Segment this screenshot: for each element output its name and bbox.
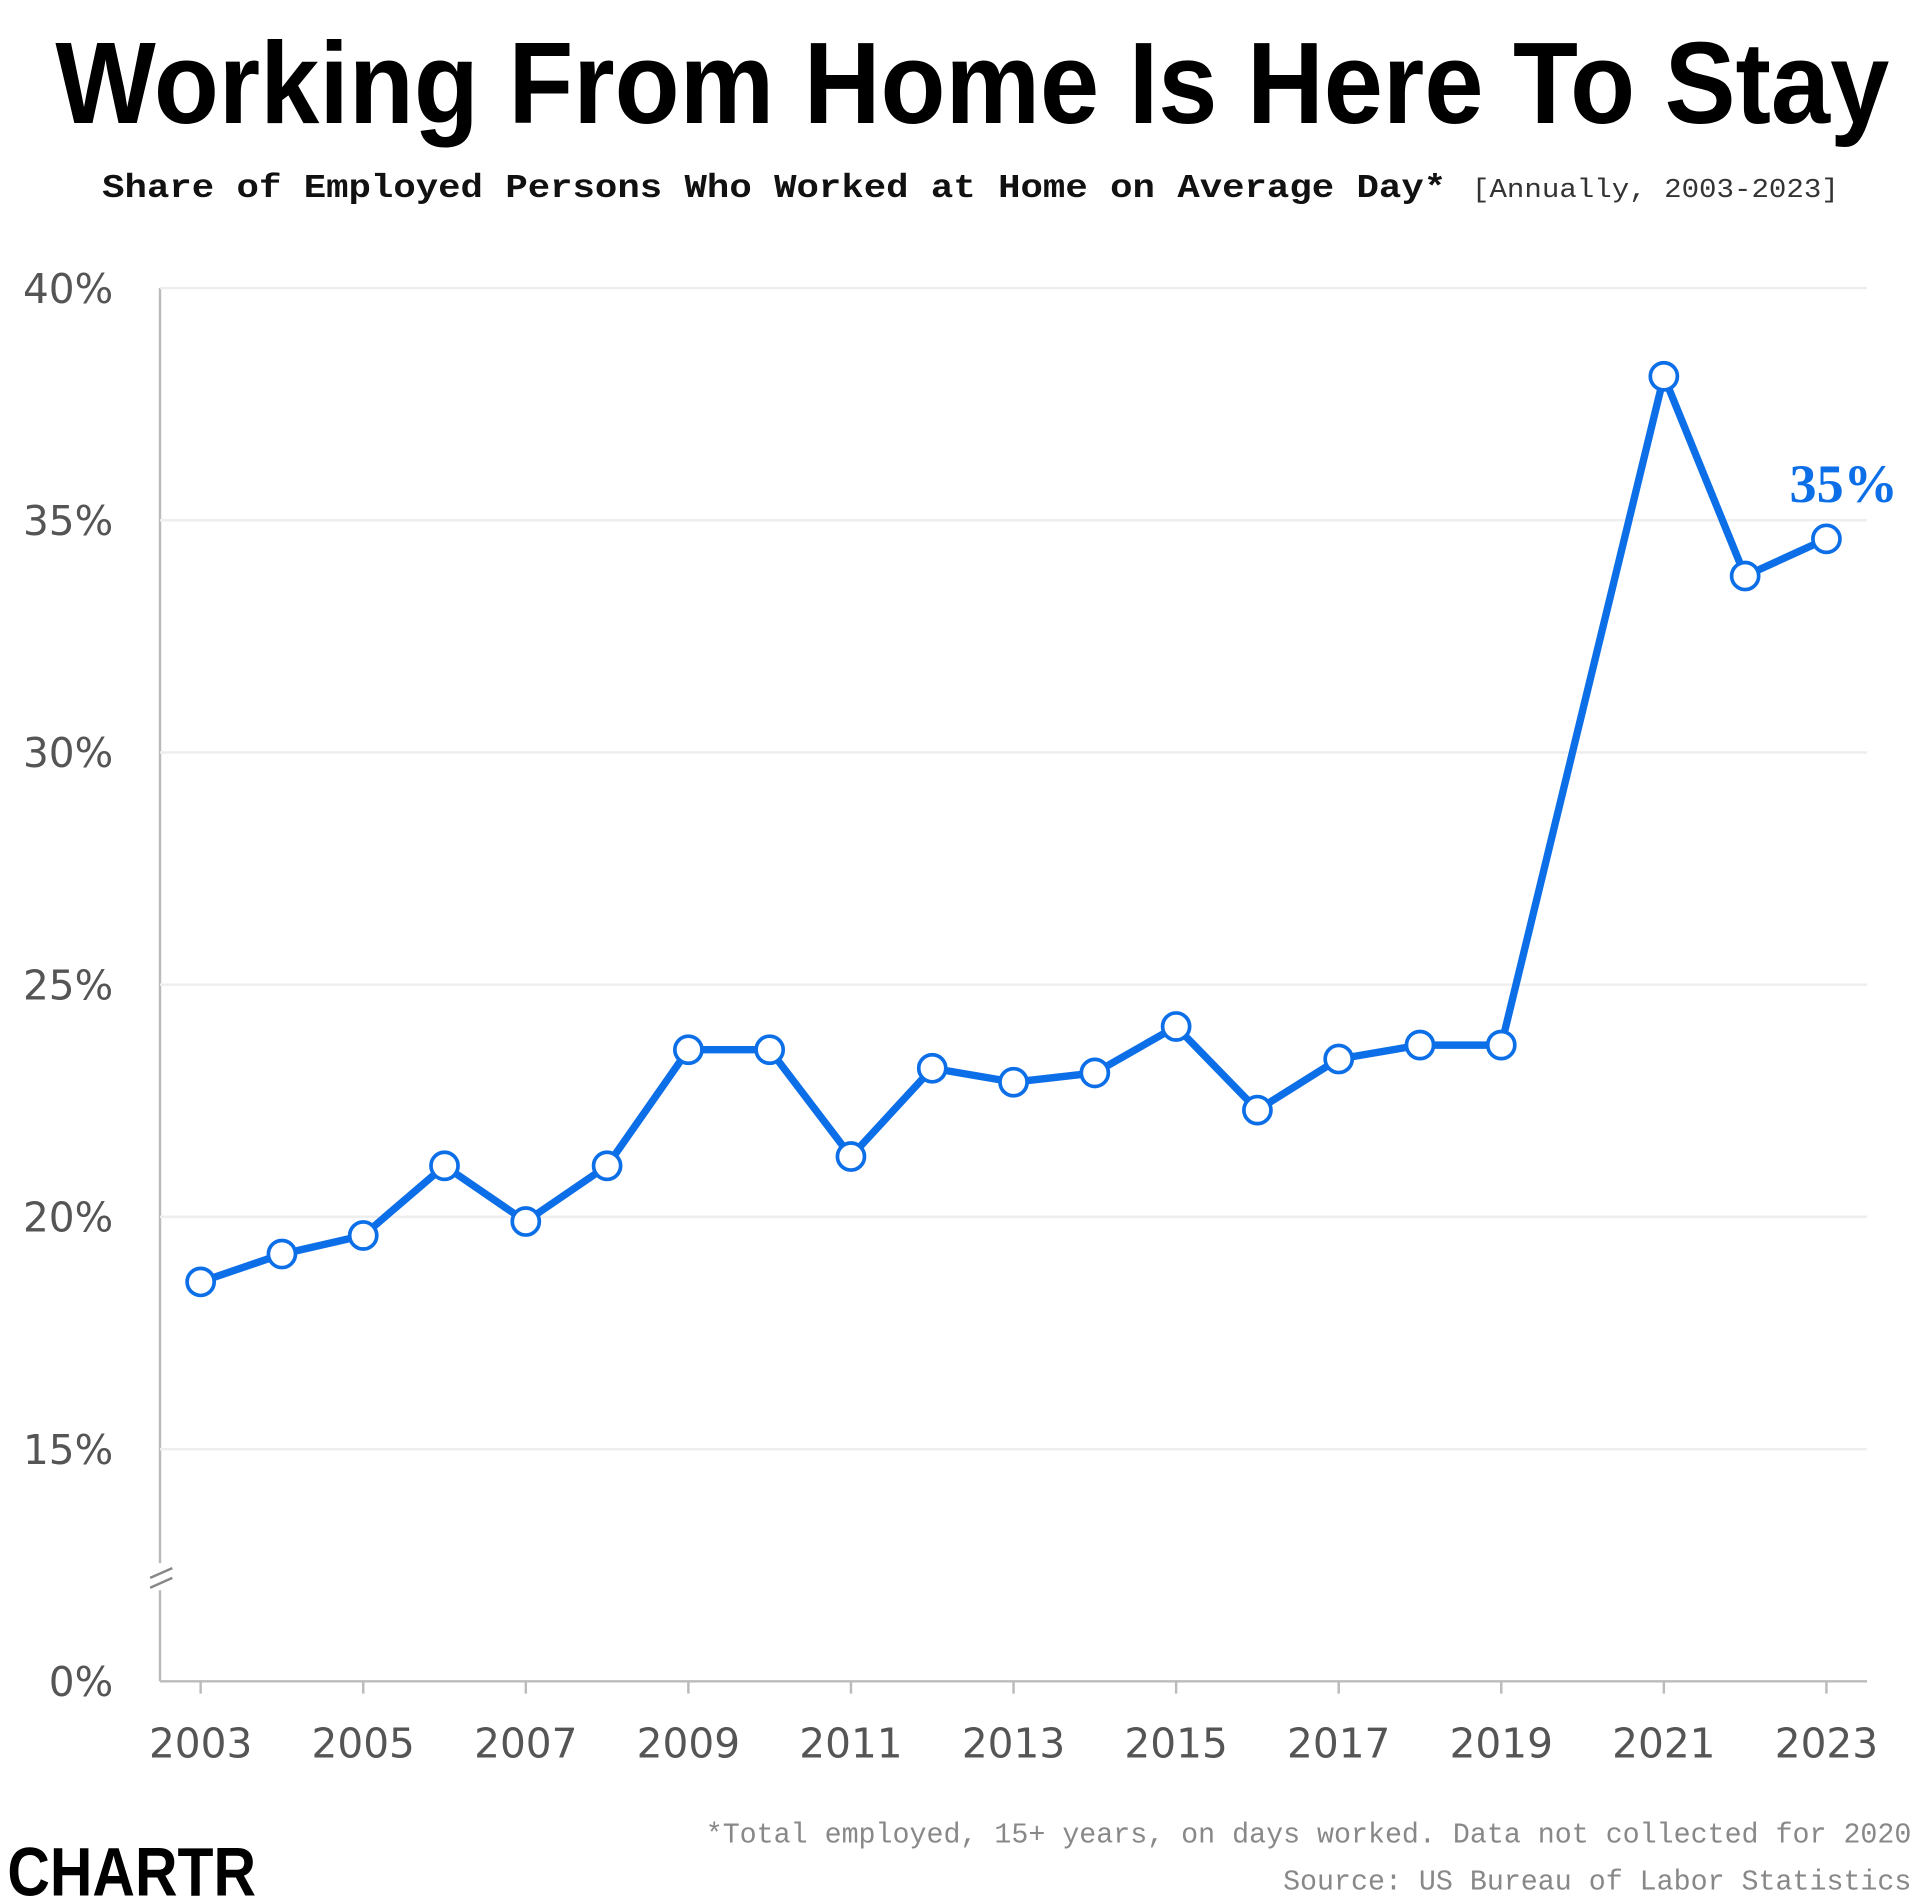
logo: CHARTR (7, 1833, 256, 1898)
chart-subtitle: Share of Employed Persons Who Worked at … (102, 169, 1446, 207)
y-tick-label: 30% (23, 729, 113, 777)
x-tick-label: 2005 (312, 1720, 415, 1768)
point (1404, 1029, 1436, 1061)
x-tick-label: 2021 (1612, 1720, 1715, 1768)
point (1811, 523, 1842, 555)
grid (160, 286, 1868, 1451)
point (754, 1034, 786, 1066)
x-tick-label: 2003 (149, 1720, 252, 1768)
axis-break-gap (145, 1563, 175, 1591)
value-label: 35% (1790, 454, 1898, 514)
point (916, 1052, 948, 1084)
x-tick-label: 2013 (962, 1720, 1065, 1768)
footnote: *Total employed, 15+ years, on days work… (706, 1820, 1912, 1852)
point (1242, 1094, 1273, 1126)
point (672, 1034, 704, 1066)
point (347, 1220, 379, 1251)
y-tick-label: 35% (23, 497, 113, 545)
x-tick-label: 2017 (1287, 1720, 1390, 1768)
y-tick-label: 25% (23, 961, 113, 1009)
axis-break (149, 1566, 173, 1580)
x-tick-label: 2019 (1450, 1720, 1553, 1768)
x-tick-label: 2011 (799, 1720, 902, 1768)
point (1079, 1057, 1111, 1089)
x-tick-label: 2023 (1775, 1720, 1878, 1768)
point (591, 1150, 623, 1182)
point (510, 1206, 542, 1237)
point (998, 1066, 1029, 1098)
line (199, 372, 1828, 1286)
y-tick-label: 40% (23, 265, 113, 313)
point (1729, 560, 1761, 592)
point (835, 1141, 867, 1172)
point (1160, 1011, 1192, 1042)
point (1485, 1029, 1517, 1061)
point (185, 1266, 217, 1298)
axis-break (149, 1576, 173, 1589)
y-tick-label: 0% (49, 1658, 113, 1706)
point (266, 1238, 298, 1270)
point (1648, 360, 1680, 392)
y-tick-label: 15% (23, 1426, 113, 1474)
point (1323, 1043, 1355, 1075)
source: Source: US Bureau of Labor Statistics (1283, 1866, 1911, 1898)
subtitle-note: [Annually, 2003-2023] (1472, 175, 1839, 206)
x-tick-label: 2009 (637, 1720, 740, 1768)
x-tick-label: 2015 (1124, 1720, 1227, 1768)
chart-title: Working From Home Is Here To Stay (55, 18, 1889, 148)
y-tick-label: 20% (23, 1194, 113, 1242)
x-tick-label: 2007 (474, 1720, 577, 1768)
point (429, 1150, 460, 1182)
